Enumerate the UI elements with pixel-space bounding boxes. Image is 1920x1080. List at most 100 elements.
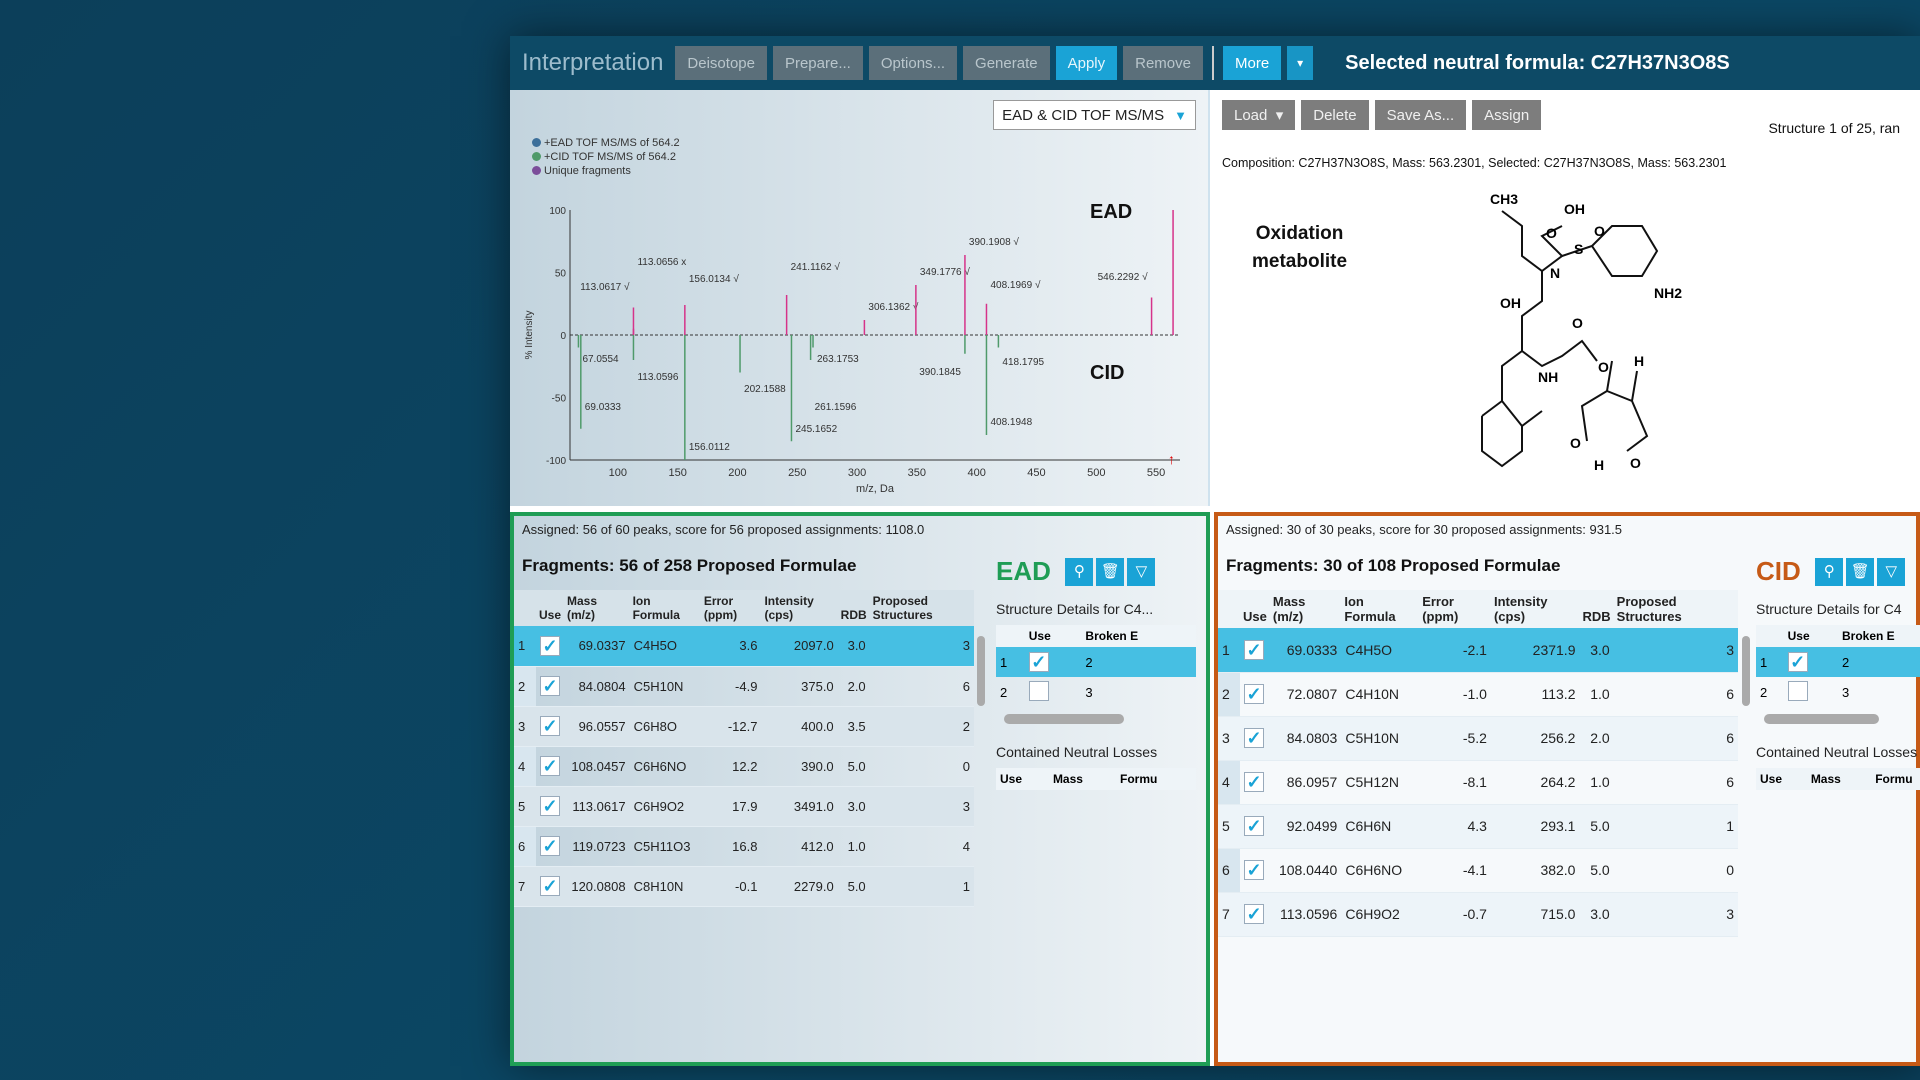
column-header[interactable]: Ion Formula <box>629 590 701 626</box>
use-checkbox[interactable]: ✓ <box>1240 848 1270 893</box>
checkmark-icon: ✓ <box>1244 684 1264 704</box>
checkmark-icon: ✓ <box>1244 728 1264 748</box>
use-checkbox[interactable]: ✓ <box>536 826 565 867</box>
table-row[interactable]: 7 ✓ 120.0808 C8H10N -0.1 2279.0 5.0 1 <box>514 866 974 907</box>
more-button[interactable]: More <box>1222 46 1282 80</box>
cid-spectrum-label: CID <box>1090 362 1124 384</box>
column-header[interactable]: Use <box>1240 590 1270 628</box>
cell: C5H12N <box>1341 760 1420 805</box>
legend-item-cid[interactable]: +CID TOF MS/MS of 564.2 <box>532 150 680 164</box>
save-as-button[interactable]: Save As... <box>1374 100 1467 130</box>
column-header[interactable]: Error (ppm) <box>1419 590 1491 628</box>
fragment-tree-icon[interactable]: ⚲ <box>1815 557 1844 586</box>
clear-icon[interactable]: 🗑 <box>1846 557 1875 586</box>
use-checkbox[interactable]: ✓ <box>1783 647 1838 677</box>
x-tick-label: 400 <box>967 467 985 479</box>
table-row[interactable]: 2 ✓ 72.0807 C4H10N -1.0 113.2 1.0 6 <box>1218 672 1738 717</box>
column-header: Use <box>1756 768 1807 790</box>
table-scrollbar[interactable] <box>1742 636 1750 706</box>
use-checkbox[interactable] <box>1025 677 1082 708</box>
checkmark-icon: ✓ <box>540 876 560 896</box>
column-header[interactable]: Intensity (cps) <box>1490 590 1580 628</box>
cell: 6 <box>869 666 974 707</box>
filter-icon[interactable]: ▽ <box>1877 557 1906 586</box>
table-row[interactable]: 5 ✓ 92.0499 C6H6N 4.3 293.1 5.0 1 <box>1218 804 1738 849</box>
horizontal-scrollbar[interactable] <box>1004 714 1124 724</box>
options-button[interactable]: Options... <box>868 46 958 80</box>
deisotope-button[interactable]: Deisotope <box>675 46 767 80</box>
table-row[interactable]: 6 ✓ 108.0440 C6H6NO -4.1 382.0 5.0 0 <box>1218 848 1738 893</box>
table-scrollbar[interactable] <box>977 636 985 706</box>
use-checkbox[interactable]: ✓ <box>536 666 565 707</box>
use-checkbox[interactable]: ✓ <box>1024 647 1082 677</box>
peak-label: 546.2292 √ <box>1098 271 1148 283</box>
cell: 2.0 <box>837 666 870 707</box>
table-row[interactable]: 1 ✓ 69.0337 C4H5O 3.6 2097.0 3.0 3 <box>514 626 974 667</box>
chemical-structure: CH3 OH O O S N NH2 OH O NH O H O O H <box>1481 191 1682 473</box>
apply-button[interactable]: Apply <box>1055 46 1118 80</box>
column-header[interactable]: RDB <box>1579 590 1614 628</box>
use-checkbox[interactable]: ✓ <box>1240 672 1270 717</box>
more-dropdown-icon[interactable]: ▾ <box>1287 46 1314 80</box>
clear-icon[interactable]: 🗑 <box>1096 557 1125 586</box>
use-checkbox[interactable]: ✓ <box>536 786 565 827</box>
use-checkbox[interactable] <box>1784 677 1838 708</box>
column-header[interactable]: Use <box>536 590 565 626</box>
structure-details: CID ⚲ 🗑 ▽ Structure Details for C4 Use Brok… <box>1756 556 1920 790</box>
toolbar: Interpretation Deisotope Prepare... Opti… <box>510 36 1920 90</box>
use-checkbox[interactable]: ✓ <box>1240 716 1270 761</box>
column-header[interactable]: Mass (m/z) <box>564 590 630 626</box>
column-header[interactable]: Mass (m/z) <box>1269 590 1342 628</box>
column-header[interactable]: Proposed Structures <box>869 590 974 626</box>
use-checkbox[interactable]: ✓ <box>1240 628 1270 673</box>
filter-icon[interactable]: ▽ <box>1127 557 1156 586</box>
table-row[interactable]: 2 ✓ 84.0804 C5H10N -4.9 375.0 2.0 6 <box>514 666 974 707</box>
generate-button[interactable]: Generate <box>963 46 1050 80</box>
table-row[interactable]: 5 ✓ 113.0617 C6H9O2 17.9 3491.0 3.0 3 <box>514 786 974 827</box>
table-row[interactable]: 3 ✓ 84.0803 C5H10N -5.2 256.2 2.0 6 <box>1218 716 1738 761</box>
use-checkbox[interactable]: ✓ <box>536 706 565 747</box>
column-header[interactable]: Ion Formula <box>1341 590 1420 628</box>
table-row[interactable]: 4 ✓ 108.0457 C6H6NO 12.2 390.0 5.0 0 <box>514 746 974 787</box>
table-row[interactable]: 1 ✓ 69.0333 C4H5O -2.1 2371.9 3.0 3 <box>1218 628 1738 673</box>
table-row[interactable]: 3 ✓ 96.0557 C6H8O -12.7 400.0 3.5 2 <box>514 706 974 747</box>
legend-item-ead[interactable]: +EAD TOF MS/MS of 564.2 <box>532 136 680 150</box>
use-checkbox[interactable]: ✓ <box>536 866 565 907</box>
peak-label: 113.0617 √ <box>580 281 630 293</box>
mass-spectrum-chart[interactable]: 100 150 200 250 300 350 400 450 500 550100500-50-… <box>520 170 1200 500</box>
legend-item-unique[interactable]: Unique fragments <box>532 164 680 178</box>
row-index: 6 <box>514 826 536 867</box>
table-row[interactable]: 1 ✓ 2 <box>996 647 1196 677</box>
experiment-select[interactable]: EAD & CID TOF MS/MS ▼ <box>993 100 1196 130</box>
horizontal-scrollbar[interactable] <box>1764 714 1880 724</box>
table-row[interactable]: 6 ✓ 119.0723 C5H11O3 16.8 412.0 1.0 4 <box>514 826 974 867</box>
use-checkbox[interactable]: ✓ <box>1240 760 1270 805</box>
cid-fragments-panel: Assigned: 30 of 30 peaks, score for 30 p… <box>1214 512 1920 1066</box>
use-checkbox[interactable]: ✓ <box>536 746 565 787</box>
use-checkbox[interactable]: ✓ <box>1240 892 1270 937</box>
delete-button[interactable]: Delete <box>1301 100 1369 130</box>
structure-count: Structure 1 of 25, ran <box>1768 120 1900 136</box>
column-header[interactable]: Error (ppm) <box>700 590 762 626</box>
table-row[interactable]: 7 ✓ 113.0596 C6H9O2 -0.7 715.0 3.0 3 <box>1218 892 1738 937</box>
cell: 113.0596 <box>1269 892 1342 937</box>
column-header[interactable]: Proposed Structures <box>1613 590 1738 628</box>
annotation-line: Oxidation <box>1255 223 1344 244</box>
atom-label: N <box>1550 265 1560 281</box>
assign-button[interactable]: Assign <box>1472 100 1542 130</box>
cell: C6H9O2 <box>629 786 701 827</box>
load-button[interactable]: Load ▾ <box>1222 100 1296 130</box>
use-checkbox[interactable]: ✓ <box>536 626 565 667</box>
column-header[interactable]: RDB <box>837 590 870 626</box>
column-header[interactable]: Intensity (cps) <box>761 590 838 626</box>
cell: 5.0 <box>837 866 870 907</box>
fragment-tree-icon[interactable]: ⚲ <box>1065 557 1094 586</box>
table-row[interactable]: 1 ✓ 2 <box>1756 647 1920 677</box>
remove-button[interactable]: Remove <box>1123 46 1203 80</box>
table-row[interactable]: 4 ✓ 86.0957 C5H12N -8.1 264.2 1.0 6 <box>1218 760 1738 805</box>
prepare-button[interactable]: Prepare... <box>772 46 863 80</box>
cell: 1.0 <box>837 826 870 867</box>
use-checkbox[interactable]: ✓ <box>1240 804 1270 849</box>
